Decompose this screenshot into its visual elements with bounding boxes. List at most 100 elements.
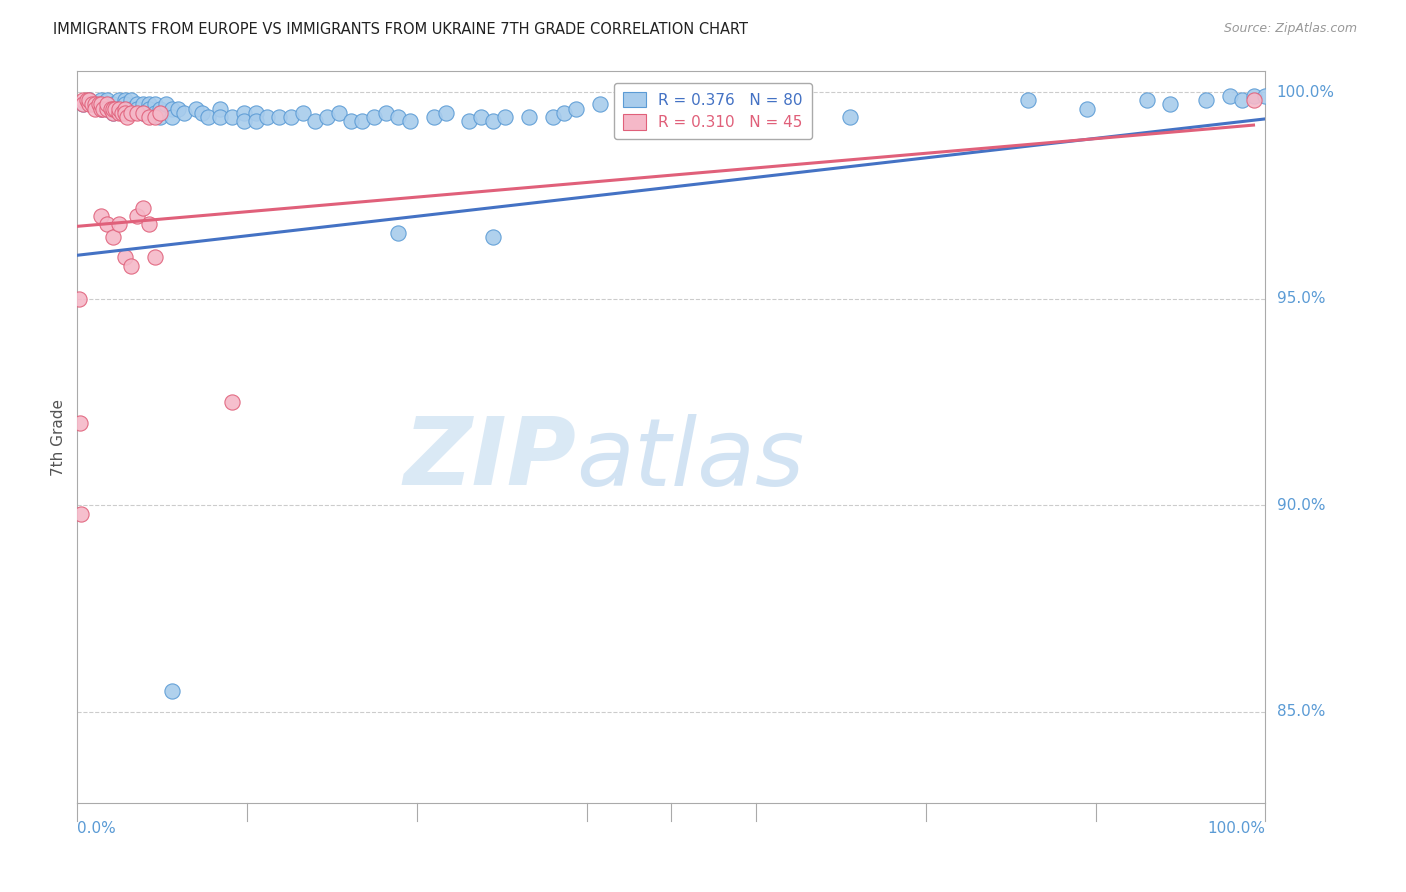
Point [553, 105, 575, 120]
Point [1136, 93, 1159, 107]
Text: 95.0%: 95.0% [1277, 291, 1324, 306]
Point [138, 110, 160, 124]
Point [115, 110, 138, 124]
Point [101, 229, 124, 244]
Point [375, 105, 398, 120]
Point [186, 102, 208, 116]
Point [434, 105, 457, 120]
Point [232, 114, 254, 128]
Point [108, 102, 131, 116]
Point [162, 684, 184, 698]
Point [114, 102, 136, 116]
Point [143, 105, 166, 120]
Point [328, 105, 350, 120]
Point [114, 102, 136, 116]
Point [1159, 97, 1181, 112]
Point [96, 217, 118, 231]
Text: Source: ZipAtlas.com: Source: ZipAtlas.com [1223, 22, 1357, 36]
Point [125, 105, 148, 120]
Point [482, 114, 505, 128]
Point [90, 209, 112, 223]
Point [755, 110, 778, 124]
Point [221, 110, 243, 124]
Point [1254, 89, 1277, 103]
Point [131, 97, 153, 112]
Point [280, 110, 302, 124]
Point [138, 102, 160, 116]
Point [120, 93, 142, 107]
Point [72, 93, 94, 107]
Point [387, 226, 409, 240]
Point [245, 105, 267, 120]
Point [111, 105, 134, 120]
Point [315, 110, 337, 124]
Point [96, 102, 118, 116]
Point [173, 105, 195, 120]
Point [1219, 89, 1241, 103]
Point [114, 93, 136, 107]
Point [125, 102, 148, 116]
Point [143, 97, 166, 112]
Point [589, 97, 612, 112]
Point [245, 114, 267, 128]
Point [838, 110, 860, 124]
Point [108, 102, 131, 116]
Point [779, 102, 801, 116]
Legend: R = 0.376   N = 80, R = 0.310   N = 45: R = 0.376 N = 80, R = 0.310 N = 45 [614, 83, 811, 139]
Point [167, 102, 190, 116]
Point [1017, 93, 1039, 107]
Point [108, 93, 131, 107]
Point [191, 105, 214, 120]
Y-axis label: 7th Grade: 7th Grade [51, 399, 66, 475]
Point [494, 110, 516, 124]
Point [114, 97, 136, 112]
Text: IMMIGRANTS FROM EUROPE VS IMMIGRANTS FROM UKRAINE 7TH GRADE CORRELATION CHART: IMMIGRANTS FROM EUROPE VS IMMIGRANTS FRO… [53, 22, 748, 37]
Point [72, 97, 94, 112]
Point [90, 97, 112, 112]
Point [304, 114, 326, 128]
Point [84, 97, 107, 112]
Point [84, 102, 107, 116]
Point [339, 114, 361, 128]
Point [101, 105, 124, 120]
Point [352, 114, 374, 128]
Point [1243, 93, 1265, 107]
Point [256, 110, 278, 124]
Text: 100.0%: 100.0% [1208, 822, 1265, 837]
Text: atlas: atlas [576, 414, 804, 505]
Point [76, 93, 98, 107]
Point [565, 102, 588, 116]
Point [149, 105, 172, 120]
Point [458, 114, 481, 128]
Point [114, 105, 136, 120]
Point [90, 102, 112, 116]
Point [162, 110, 184, 124]
Point [87, 97, 110, 112]
Point [77, 97, 100, 112]
Point [96, 93, 118, 107]
Point [1195, 93, 1218, 107]
Point [138, 97, 160, 112]
Point [69, 416, 91, 430]
Point [149, 110, 172, 124]
Point [292, 105, 315, 120]
Text: ZIP: ZIP [404, 413, 576, 505]
Point [108, 105, 131, 120]
Point [387, 110, 409, 124]
Point [90, 93, 112, 107]
Point [131, 105, 153, 120]
Point [155, 97, 177, 112]
Point [131, 201, 153, 215]
Point [162, 102, 184, 116]
Point [80, 97, 103, 112]
Point [517, 110, 540, 124]
Point [423, 110, 446, 124]
Point [208, 102, 231, 116]
Point [77, 93, 100, 107]
Point [120, 105, 142, 120]
Point [104, 102, 127, 116]
Point [143, 250, 166, 264]
Point [72, 97, 94, 112]
Point [1076, 102, 1098, 116]
Point [208, 110, 231, 124]
